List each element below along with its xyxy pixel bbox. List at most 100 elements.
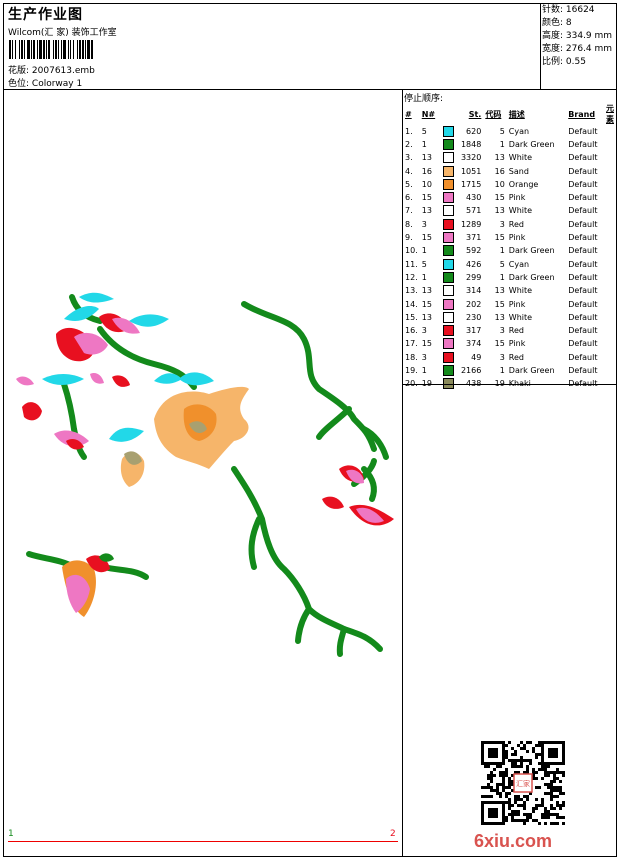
stitch-count-cell: 430	[466, 193, 482, 203]
description-cell: Cyan	[508, 259, 530, 269]
code-cell: 15	[494, 299, 505, 309]
swatch	[441, 191, 457, 204]
col-needle: N#	[421, 109, 436, 119]
row-number: 6.	[405, 193, 413, 203]
design-preview: 1 2	[4, 89, 403, 856]
needle-number: 15	[421, 193, 432, 203]
col-stitches: St.	[468, 109, 482, 119]
code-cell: 10	[494, 179, 505, 189]
needle-number: 5	[421, 259, 427, 269]
brand-cell: Default	[568, 126, 598, 136]
color-row: 19. 1 2166 1 Dark Green Default	[403, 364, 616, 377]
code-cell: 3	[499, 326, 505, 336]
swatch	[441, 218, 457, 231]
swatch	[441, 258, 457, 271]
row-number: 2.	[405, 139, 413, 149]
color-row: 17. 15 374 15 Pink Default	[403, 338, 616, 351]
color-swatch	[443, 218, 455, 230]
code-cell: 13	[494, 153, 505, 163]
needle-number: 16	[421, 166, 432, 176]
description-cell: Pink	[508, 299, 526, 309]
stitch-count-cell: 3320	[460, 153, 482, 163]
stitch-count-cell: 374	[466, 339, 482, 349]
needle-number: 13	[421, 286, 432, 296]
swatch	[441, 285, 457, 298]
color-row: 12. 1 299 1 Dark Green Default	[403, 271, 616, 284]
description-cell: Pink	[508, 193, 526, 203]
color-sequence-panel: 停止顺序: # N# St. 代码 描述 Brand 元素 1. 5 620 5 Cya…	[403, 89, 616, 856]
brand-cell: Default	[568, 246, 598, 256]
swatch	[441, 138, 457, 151]
col-element: 元素	[606, 104, 614, 124]
element-cell	[604, 138, 616, 151]
row-number: 14.	[405, 299, 418, 309]
col-brand: Brand	[568, 109, 596, 119]
color-row: 3. 13 3320 13 White Default	[403, 152, 616, 165]
color-row: 14. 15 202 15 Pink Default	[403, 298, 616, 311]
seal-icon	[513, 773, 533, 793]
element-cell	[604, 338, 616, 351]
stitch-count: 针数: 16624	[542, 5, 595, 15]
needle-number: 5	[421, 126, 427, 136]
stitch-count-cell: 371	[466, 233, 482, 243]
color-swatch	[443, 258, 455, 270]
color-swatch	[443, 138, 455, 150]
col-swatch	[441, 103, 457, 125]
needle-number: 13	[421, 153, 432, 163]
color-swatch	[443, 351, 455, 363]
sand-flower	[120, 386, 249, 487]
needle-number: 15	[421, 233, 432, 243]
swatch	[441, 245, 457, 258]
color-swatch	[443, 338, 455, 350]
row-number: 5.	[405, 179, 413, 189]
description-cell: Dark Green	[508, 272, 555, 282]
code-cell: 5	[499, 259, 505, 269]
swatch	[441, 205, 457, 218]
colorway-value: Colorway 1	[31, 79, 83, 89]
color-row: 16. 3 317 3 Red Default	[403, 324, 616, 337]
header-info: 生产作业图 Wilcom(汇 家) 装饰工作室 花版: 2007613.emb …	[4, 4, 541, 89]
swatch	[441, 364, 457, 377]
color-swatch	[443, 205, 455, 217]
row-number: 9.	[405, 233, 413, 243]
col-num: #	[405, 109, 412, 119]
needle-number: 3	[421, 219, 427, 229]
production-sheet: 生产作业图 Wilcom(汇 家) 装饰工作室 花版: 2007613.emb …	[3, 3, 617, 857]
code-cell: 15	[494, 193, 505, 203]
colorway-label: 色位:	[8, 79, 30, 89]
row-number: 7.	[405, 206, 413, 216]
design-width: 宽度: 276.4 mm	[542, 44, 613, 54]
swatch	[441, 298, 457, 311]
code-cell: 1	[499, 272, 505, 282]
stitch-count-cell: 2166	[460, 365, 482, 375]
element-cell	[604, 285, 616, 298]
stop-sequence-title: 停止顺序:	[404, 94, 444, 104]
brand-cell: Default	[568, 259, 598, 269]
color-swatch	[443, 311, 455, 323]
description-cell: Dark Green	[508, 365, 555, 375]
col-description: 描述	[508, 109, 525, 119]
color-swatch	[443, 325, 455, 337]
red-flowers	[16, 313, 394, 526]
row-number: 11.	[405, 259, 418, 269]
swatch	[441, 231, 457, 244]
stitch-count-cell: 49	[471, 352, 482, 362]
stitch-count-cell: 1715	[460, 179, 482, 189]
embroidery-artwork	[16, 292, 394, 657]
description-cell: White	[508, 312, 533, 322]
swatch	[441, 178, 457, 191]
brand-cell: Default	[568, 272, 598, 282]
brand-cell: Default	[568, 286, 598, 296]
element-cell	[604, 231, 616, 244]
col-code: 代码	[485, 109, 502, 119]
baseline-guide	[8, 841, 398, 842]
swatch	[441, 125, 457, 138]
design-ratio: 比例: 0.55	[542, 57, 586, 67]
barcode	[9, 40, 145, 59]
element-cell	[604, 125, 616, 138]
element-cell	[604, 298, 616, 311]
brand-cell: Default	[568, 153, 598, 163]
start-marker: 1	[8, 829, 14, 839]
stitch-count-cell: 317	[466, 326, 482, 336]
stitch-count-cell: 314	[466, 286, 482, 296]
